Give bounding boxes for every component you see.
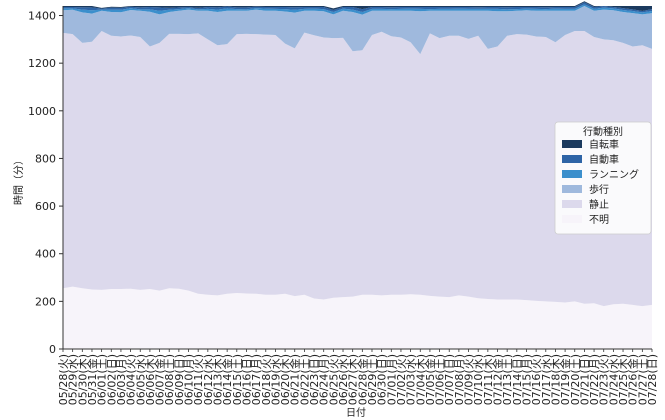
x-tick-label: 05/30(木) [76,354,89,405]
x-tick-label: 06/12(水) [202,354,215,405]
x-tick-label: 07/02(火) [395,354,408,405]
x-tick-label: 06/19(水) [269,354,282,405]
area-series-0 [63,286,652,349]
x-tick-label: 07/26(金) [626,354,640,405]
x-tick-label: 07/22(月) [588,354,601,405]
x-tick-label: 07/04(木) [414,354,427,405]
area-series-1 [63,31,652,307]
x-tick-label: 06/25(火) [327,354,340,405]
y-tick-label: 800 [35,152,56,165]
x-tick-label: 06/24(月) [318,354,331,405]
x-tick-label: 07/14(日) [511,354,524,405]
area-series-5 [63,1,652,12]
legend-label: 静止 [589,198,609,211]
x-tick-label: 07/23(火) [598,354,611,405]
x-tick-label: 07/15(月) [520,354,533,405]
x-tick-label: 06/29(土) [366,354,379,405]
x-tick-label: 05/28(火) [57,354,70,405]
x-tick-label: 07/10(水) [472,354,485,405]
x-tick-label: 07/24(水) [607,354,620,405]
x-tick-label: 07/11(木) [482,354,495,405]
x-tick-label: 06/07(金) [153,354,167,405]
x-tick-label: 06/04(火) [125,354,138,405]
x-tick-label: 05/29(水) [67,354,80,405]
x-tick-label: 06/15(土) [231,354,244,405]
legend-swatch [562,200,582,208]
x-tick-label: 06/21(金) [288,354,302,405]
x-tick-label: 06/27(木) [347,354,360,405]
y-tick-label: 1200 [28,57,56,70]
x-tick-label: 07/28(日) [646,354,659,405]
x-tick-label: 06/05(水) [134,354,147,405]
x-tick-label: 07/05(金) [423,354,437,405]
x-tick-label: 07/20(土) [569,354,582,405]
area-series-2 [63,6,652,55]
x-tick-label: 07/07(日) [443,354,456,405]
x-tick-label: 06/22(土) [298,354,311,405]
legend-label: 自転車 [589,138,619,151]
legend-swatch [562,215,582,223]
x-tick-label: 07/17(水) [540,354,553,405]
area-series-3 [63,4,652,15]
y-tick-label: 1400 [28,10,56,23]
x-tick-label: 06/13(木) [211,354,224,405]
x-tick-label: 06/08(土) [163,354,176,405]
x-tick-label: 07/12(金) [491,354,505,405]
y-tick-label: 400 [35,248,56,261]
legend-swatch [562,155,582,163]
x-tick-label: 06/20(木) [279,354,292,405]
x-tick-label: 07/18(木) [549,354,562,405]
x-tick-label: 07/03(水) [405,354,418,405]
area-layers [63,1,652,349]
legend-label: 不明 [589,214,609,226]
y-axis-title: 時間（分） [13,155,25,205]
x-tick-label: 06/11(火) [192,354,205,405]
x-tick-label: 06/16(日) [240,354,253,405]
legend-title: 行動種別 [583,125,623,138]
x-tick-label: 06/09(日) [173,354,186,405]
x-tick-label: 07/13(土) [501,354,514,405]
x-tick-label: 06/01(土) [96,354,109,405]
legend-swatch [562,170,582,178]
y-tick-label: 1000 [28,105,56,118]
x-tick-label: 06/10(月) [183,354,196,405]
x-tick-label: 07/21(日) [578,354,591,405]
x-tick-label: 07/06(土) [434,354,447,405]
legend-swatch [562,185,582,193]
x-tick-label: 06/03(月) [115,354,128,405]
x-tick-label: 06/02(日) [105,354,118,405]
legend-label: 自動車 [589,153,619,166]
x-tick-label: 06/23(日) [308,354,321,405]
area-series-4 [63,2,652,13]
x-tick-label: 05/31(金) [85,354,99,405]
x-tick-label: 07/27(土) [636,354,649,405]
x-tick-label: 07/09(火) [463,354,476,405]
x-tick-label: 06/28(金) [355,354,369,405]
y-tick-label: 600 [35,200,56,213]
x-tick-label: 06/17(月) [250,354,263,405]
legend-label: ランニング [589,168,639,181]
x-tick-label: 06/30(日) [376,354,389,405]
y-tick-label: 200 [35,295,56,308]
x-tick-label: 06/26(水) [337,354,350,405]
x-tick-label: 07/08(月) [453,354,466,405]
x-tick-label: 07/01(月) [385,354,398,405]
legend-label: 歩行 [589,183,609,196]
legend-swatch [562,140,582,148]
x-tick-label: 06/14(金) [220,354,234,405]
y-tick-label: 0 [49,343,56,356]
x-tick-label: 06/18(火) [260,354,273,405]
x-axis-title: 日付 [346,406,366,419]
x-tick-label: 07/16(火) [530,354,543,405]
axes: 0 200 400 600 800 1000 1200 1400 05/28(火)05/29(水… [28,6,659,405]
x-tick-label: 07/19(金) [558,354,572,405]
x-tick-label: 07/25(木) [617,354,630,405]
x-tick-label: 06/06(木) [144,354,157,405]
